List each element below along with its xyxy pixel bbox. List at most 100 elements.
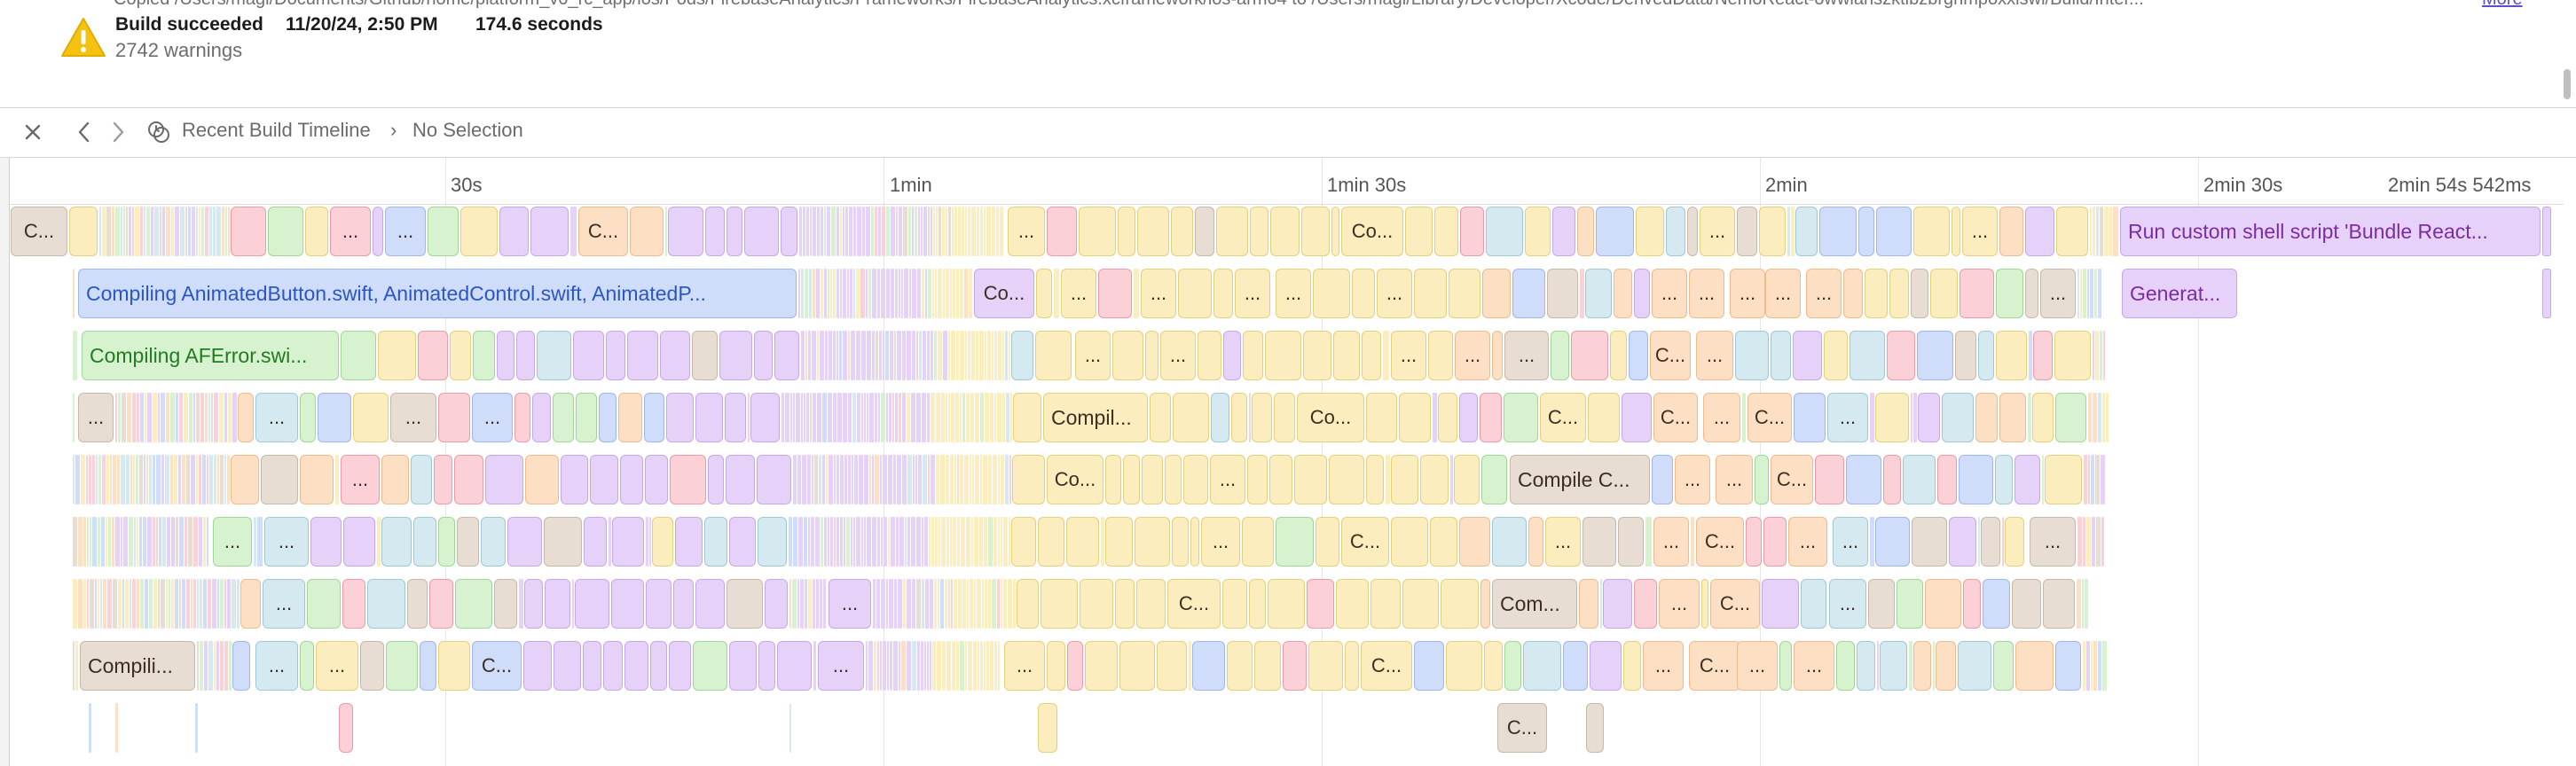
- task-block-labeled[interactable]: C...: [578, 207, 628, 256]
- task-block[interactable]: [1001, 517, 1002, 567]
- task-block[interactable]: [102, 207, 106, 256]
- task-block-labeled[interactable]: ...: [1652, 269, 1687, 318]
- task-block[interactable]: [1315, 517, 1339, 567]
- task-block[interactable]: [879, 331, 882, 380]
- task-block[interactable]: [816, 579, 819, 629]
- task-block[interactable]: [830, 269, 832, 318]
- task-block-labeled[interactable]: C...: [1650, 331, 1691, 380]
- task-block-labeled[interactable]: ...: [1827, 393, 1868, 442]
- task-block[interactable]: [2109, 207, 2112, 256]
- task-block[interactable]: [214, 393, 218, 442]
- task-block-labeled[interactable]: ...: [1806, 269, 1842, 318]
- task-block[interactable]: [827, 207, 830, 256]
- task-block[interactable]: [165, 455, 169, 504]
- task-block[interactable]: [1005, 331, 1008, 380]
- task-block[interactable]: [89, 455, 91, 504]
- task-block[interactable]: [1652, 455, 1673, 504]
- task-block[interactable]: [824, 517, 827, 567]
- task-block[interactable]: [805, 579, 807, 629]
- task-block-labeled[interactable]: Com...: [1492, 579, 1577, 629]
- task-block[interactable]: [100, 579, 102, 629]
- task-block[interactable]: [885, 331, 889, 380]
- task-block[interactable]: [853, 269, 855, 318]
- task-block[interactable]: [899, 641, 900, 691]
- task-block[interactable]: [1195, 207, 1214, 256]
- task-block[interactable]: [153, 393, 157, 442]
- task-block[interactable]: [938, 579, 939, 629]
- task-block[interactable]: [2080, 269, 2082, 318]
- task-block[interactable]: [907, 579, 911, 629]
- task-block[interactable]: [812, 455, 813, 504]
- task-block-labeled[interactable]: ...: [390, 393, 436, 442]
- task-block[interactable]: [126, 207, 128, 256]
- task-block[interactable]: [1850, 331, 1885, 380]
- task-block[interactable]: [891, 207, 895, 256]
- task-block[interactable]: [852, 455, 853, 504]
- task-block[interactable]: [899, 269, 900, 318]
- task-block[interactable]: [867, 517, 871, 567]
- task-block[interactable]: [112, 207, 114, 256]
- task-block[interactable]: [180, 207, 185, 256]
- task-block[interactable]: [228, 393, 232, 442]
- task-block[interactable]: [1227, 641, 1253, 691]
- task-block[interactable]: [90, 579, 94, 629]
- task-block[interactable]: [956, 331, 959, 380]
- task-block[interactable]: [584, 517, 607, 567]
- task-block-labeled[interactable]: ...: [263, 579, 305, 629]
- task-block[interactable]: [915, 455, 917, 504]
- task-block[interactable]: [1172, 517, 1189, 567]
- task-block[interactable]: [940, 455, 945, 504]
- task-block[interactable]: [916, 331, 918, 380]
- task-block[interactable]: [162, 517, 166, 567]
- task-block[interactable]: [789, 517, 792, 567]
- task-block[interactable]: [123, 517, 128, 567]
- task-block[interactable]: [2025, 269, 2038, 318]
- task-block[interactable]: [880, 641, 882, 691]
- task-block[interactable]: [1858, 207, 1874, 256]
- task-block[interactable]: [754, 331, 773, 380]
- task-block[interactable]: [545, 579, 570, 629]
- task-block[interactable]: [112, 517, 114, 567]
- task-block[interactable]: [907, 455, 912, 504]
- task-block[interactable]: [975, 455, 979, 504]
- task-block[interactable]: [381, 455, 409, 504]
- task-block[interactable]: [123, 207, 125, 256]
- task-block[interactable]: [196, 207, 198, 256]
- task-block[interactable]: [170, 455, 173, 504]
- task-block[interactable]: [946, 269, 949, 318]
- task-block[interactable]: [1993, 641, 2014, 691]
- task-block[interactable]: [1614, 269, 1632, 318]
- task-block[interactable]: [990, 641, 993, 691]
- task-block[interactable]: [998, 455, 1000, 504]
- task-block[interactable]: [197, 641, 199, 691]
- task-block[interactable]: [871, 207, 874, 256]
- task-block[interactable]: [1001, 579, 1002, 629]
- task-block[interactable]: [821, 269, 823, 318]
- task-block[interactable]: [2086, 641, 2090, 691]
- task-block[interactable]: [881, 517, 883, 567]
- task-block[interactable]: [985, 331, 986, 380]
- task-block[interactable]: [2100, 331, 2102, 380]
- task-block[interactable]: [139, 517, 142, 567]
- task-block[interactable]: [1877, 641, 1879, 691]
- task-block[interactable]: [789, 579, 791, 629]
- task-block-labeled[interactable]: ...: [1160, 331, 1196, 380]
- task-block[interactable]: [840, 517, 843, 567]
- task-block[interactable]: [1579, 579, 1598, 629]
- task-block[interactable]: [570, 207, 577, 256]
- task-block[interactable]: [872, 331, 875, 380]
- task-block[interactable]: [1843, 269, 1863, 318]
- task-block[interactable]: [2090, 269, 2093, 318]
- task-block[interactable]: [1080, 579, 1113, 629]
- task-block[interactable]: [857, 393, 860, 442]
- task-block[interactable]: [530, 207, 569, 256]
- task-block[interactable]: [227, 579, 231, 629]
- task-block[interactable]: [1857, 641, 1875, 691]
- task-block[interactable]: [994, 331, 997, 380]
- task-block[interactable]: [935, 517, 938, 567]
- task-block-labeled[interactable]: C...: [472, 641, 522, 691]
- task-block[interactable]: [2028, 393, 2031, 442]
- task-block[interactable]: [946, 393, 947, 442]
- task-block[interactable]: [386, 641, 418, 691]
- task-block[interactable]: [928, 269, 931, 318]
